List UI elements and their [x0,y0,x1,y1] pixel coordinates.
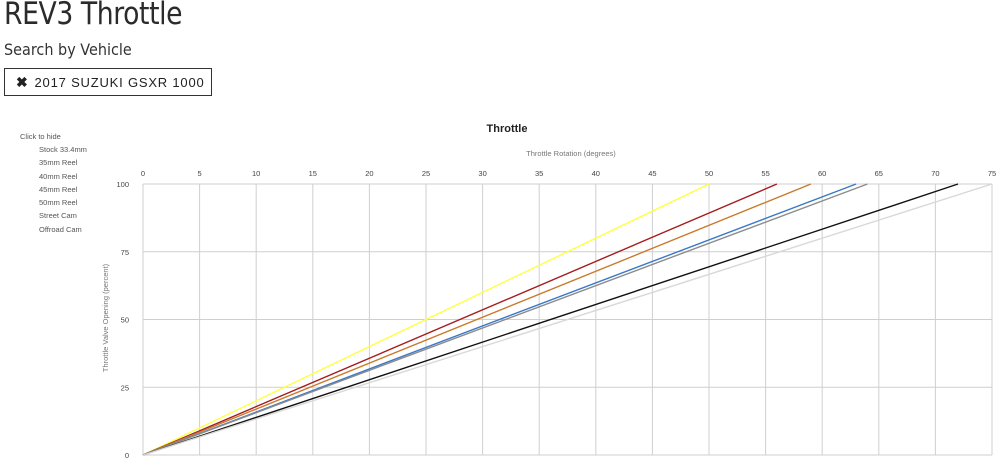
legend-item-offroad-cam[interactable]: Offroad Cam [39,224,82,234]
series-line-street-cam[interactable] [142,183,959,456]
x-tick-label: 30 [478,169,486,178]
x-tick-label: 10 [252,169,260,178]
y-tick-label: 100 [116,180,129,189]
chart-title: Throttle [487,123,528,135]
y-tick-label: 25 [121,383,129,392]
y-tick-label: 75 [121,248,129,257]
legend-item-45mm-reel[interactable]: 45mm Reel [39,184,78,194]
vehicle-filter-label: 2017 SUZUKI GSXR 1000 [34,74,205,90]
series-line-offroad-cam[interactable] [142,183,993,456]
x-tick-label: 25 [422,169,430,178]
legend-item-stock[interactable]: Stock 33.4mm [39,145,87,154]
chart-legend: Click to hide Stock 33.4mm 35mm Reel 40m… [20,130,87,236]
series-line-stock-33-4mm[interactable] [142,183,710,456]
series-line-50mm-reel[interactable] [142,183,868,456]
legend-item-35mm-reel[interactable]: 35mm Reel [39,158,78,168]
x-tick-label: 75 [988,169,996,178]
legend-hint: Click to hide [20,132,61,141]
x-axis-label: Throttle Rotation (degrees) [526,149,616,158]
page-title: REV3 Throttle [4,0,183,32]
x-tick-label: 15 [309,169,317,178]
legend-item-40mm-reel[interactable]: 40mm Reel [39,171,78,181]
x-tick-label: 50 [705,169,713,178]
y-tick-label: 0 [125,451,129,460]
x-tick-label: 70 [931,169,939,178]
x-tick-label: 65 [875,169,883,178]
x-tick-label: 5 [198,169,202,178]
x-tick-label: 55 [761,169,769,178]
vehicle-filter-chip[interactable]: ✖ 2017 SUZUKI GSXR 1000 [4,68,212,96]
y-tick-label: 50 [121,316,129,325]
x-tick-label: 40 [592,169,600,178]
y-axis-label: Throttle Valve Opening (percent) [101,263,110,372]
x-tick-label: 60 [818,169,826,178]
series-line-35mm-reel[interactable] [142,183,778,456]
x-tick-label: 0 [141,169,145,178]
legend-item-50mm-reel[interactable]: 50mm Reel [39,198,78,208]
series-line-40mm-reel[interactable] [142,183,812,456]
close-icon[interactable]: ✖ [16,73,29,90]
legend-item-street-cam[interactable]: Street Cam [39,211,77,221]
x-tick-label: 35 [535,169,543,178]
x-tick-label: 20 [365,169,373,178]
x-tick-label: 45 [648,169,656,178]
search-by-vehicle-label: Search by Vehicle [4,40,132,59]
